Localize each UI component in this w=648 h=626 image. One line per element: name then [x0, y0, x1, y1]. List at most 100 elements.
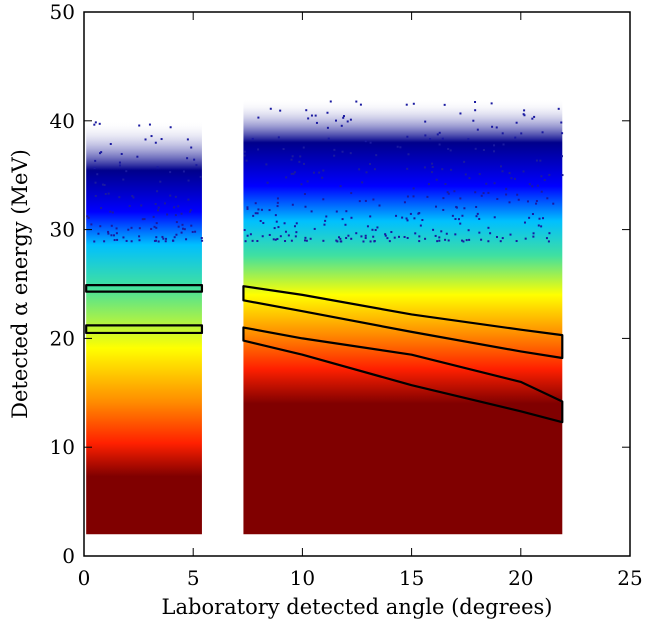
speck	[243, 154, 246, 157]
speck	[449, 149, 452, 152]
x-tick-label: 5	[187, 566, 200, 590]
speck	[438, 143, 441, 146]
speck	[256, 240, 259, 243]
speck	[509, 233, 512, 236]
speck	[262, 222, 265, 225]
speck	[372, 198, 375, 201]
speck	[366, 225, 369, 228]
speck	[99, 152, 102, 155]
speck	[257, 148, 260, 151]
speck	[472, 119, 475, 122]
speck	[175, 221, 178, 224]
speck	[287, 234, 290, 237]
speck	[169, 171, 172, 174]
speck	[341, 218, 344, 221]
speck	[302, 146, 305, 149]
speck	[444, 238, 447, 241]
x-tick-label: 15	[399, 566, 424, 590]
speck	[364, 140, 367, 143]
speck	[116, 238, 119, 241]
speck	[304, 239, 307, 242]
speck	[451, 214, 454, 217]
speck	[474, 100, 477, 103]
plot-frame	[83, 11, 631, 557]
speck	[459, 222, 462, 225]
speck	[547, 240, 550, 243]
speck	[307, 117, 310, 120]
speck	[169, 194, 172, 197]
speck	[412, 187, 415, 190]
speck	[276, 197, 279, 200]
speck	[163, 202, 166, 205]
speck	[523, 114, 526, 117]
speck	[273, 227, 276, 230]
speck	[334, 119, 337, 122]
speck	[302, 162, 305, 165]
speck	[454, 217, 457, 220]
speck	[493, 216, 496, 219]
speck	[350, 216, 353, 219]
speck	[254, 212, 257, 215]
speck	[346, 120, 349, 123]
speck	[561, 132, 564, 135]
gate-contour	[85, 283, 204, 293]
speck	[295, 231, 298, 234]
speck	[303, 193, 306, 196]
speck	[369, 215, 372, 218]
speck	[474, 191, 477, 194]
speck	[531, 185, 534, 188]
axis-ticks: 0 5 10 15 20 25 0 10 20 30 40 50	[50, 0, 643, 590]
speck	[299, 155, 302, 158]
speck	[406, 167, 409, 170]
speck	[183, 228, 186, 231]
speck	[100, 206, 103, 209]
speck	[388, 240, 391, 243]
speck	[172, 239, 175, 242]
speck	[265, 163, 268, 166]
speck	[431, 166, 434, 169]
speck	[259, 219, 262, 222]
speck	[200, 237, 203, 240]
speck	[345, 210, 348, 213]
speck	[99, 225, 102, 228]
speck	[150, 135, 153, 138]
speck	[474, 147, 477, 150]
speck	[365, 171, 368, 174]
speck	[438, 131, 441, 134]
speck	[537, 224, 540, 227]
speck	[412, 102, 415, 105]
speck	[340, 240, 343, 243]
speck	[144, 138, 147, 141]
speck	[140, 204, 143, 207]
speck	[143, 218, 146, 221]
speck	[476, 212, 479, 215]
speck	[475, 215, 478, 218]
speck	[201, 239, 204, 242]
speck	[275, 220, 278, 223]
speck	[505, 193, 508, 196]
speck	[455, 205, 458, 208]
speck	[522, 170, 525, 173]
speck	[96, 173, 99, 176]
speck	[384, 233, 387, 236]
speck	[284, 240, 287, 243]
speck	[395, 214, 398, 217]
speck	[190, 146, 193, 149]
speck	[436, 133, 439, 136]
speck	[447, 192, 450, 195]
speck	[490, 102, 493, 105]
speck	[257, 208, 260, 211]
speck	[87, 216, 90, 219]
speck	[101, 183, 104, 186]
gate-contours	[85, 283, 564, 424]
speck	[254, 202, 257, 205]
speck	[450, 168, 453, 171]
speck	[419, 224, 422, 227]
speck	[107, 230, 110, 233]
y-tick-label: 0	[62, 544, 75, 568]
speck	[156, 190, 159, 193]
speck	[115, 232, 118, 235]
speck	[174, 195, 177, 198]
speck	[104, 192, 107, 195]
